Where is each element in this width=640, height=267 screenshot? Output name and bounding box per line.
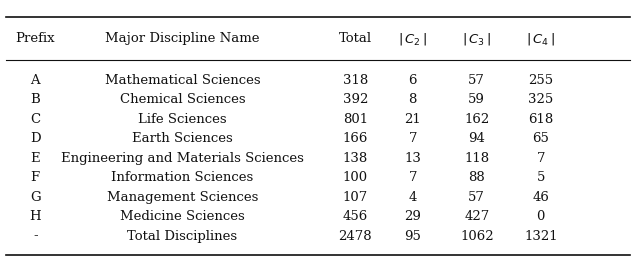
Text: 801: 801 <box>342 113 368 125</box>
Text: 1062: 1062 <box>460 230 493 242</box>
Text: A: A <box>30 74 40 87</box>
Text: 392: 392 <box>342 93 368 106</box>
Text: 13: 13 <box>404 152 421 164</box>
Text: 618: 618 <box>528 113 554 125</box>
Text: F: F <box>31 171 40 184</box>
Text: 1321: 1321 <box>524 230 557 242</box>
Text: C: C <box>30 113 40 125</box>
Text: G: G <box>30 191 40 203</box>
Text: Life Sciences: Life Sciences <box>138 113 227 125</box>
Text: $| \, C_4 \, |$: $| \, C_4 \, |$ <box>526 31 556 47</box>
Text: 255: 255 <box>528 74 554 87</box>
Text: 5: 5 <box>536 171 545 184</box>
Text: 95: 95 <box>404 230 421 242</box>
Text: Total Disciplines: Total Disciplines <box>127 230 237 242</box>
Text: Mathematical Sciences: Mathematical Sciences <box>104 74 260 87</box>
Text: 21: 21 <box>404 113 421 125</box>
Text: E: E <box>30 152 40 164</box>
Text: 57: 57 <box>468 191 485 203</box>
Text: Medicine Sciences: Medicine Sciences <box>120 210 244 223</box>
Text: Chemical Sciences: Chemical Sciences <box>120 93 245 106</box>
Text: -: - <box>33 230 38 242</box>
Text: Earth Sciences: Earth Sciences <box>132 132 233 145</box>
Text: 325: 325 <box>528 93 554 106</box>
Text: 59: 59 <box>468 93 485 106</box>
Text: Total: Total <box>339 32 372 45</box>
Text: $| \, C_2 \, |$: $| \, C_2 \, |$ <box>398 31 428 47</box>
Text: Engineering and Materials Sciences: Engineering and Materials Sciences <box>61 152 304 164</box>
Text: D: D <box>30 132 40 145</box>
Text: 7: 7 <box>408 171 417 184</box>
Text: 162: 162 <box>464 113 490 125</box>
Text: 0: 0 <box>536 210 545 223</box>
Text: 6: 6 <box>408 74 417 87</box>
Text: 100: 100 <box>342 171 368 184</box>
Text: 94: 94 <box>468 132 485 145</box>
Text: Information Sciences: Information Sciences <box>111 171 253 184</box>
Text: 118: 118 <box>464 152 490 164</box>
Text: H: H <box>29 210 41 223</box>
Text: 318: 318 <box>342 74 368 87</box>
Text: 88: 88 <box>468 171 485 184</box>
Text: 138: 138 <box>342 152 368 164</box>
Text: 2478: 2478 <box>339 230 372 242</box>
Text: 46: 46 <box>532 191 549 203</box>
Text: 107: 107 <box>342 191 368 203</box>
Text: 166: 166 <box>342 132 368 145</box>
Text: 4: 4 <box>408 191 417 203</box>
Text: 7: 7 <box>536 152 545 164</box>
Text: Management Sciences: Management Sciences <box>107 191 258 203</box>
Text: 427: 427 <box>464 210 490 223</box>
Text: B: B <box>30 93 40 106</box>
Text: 456: 456 <box>342 210 368 223</box>
Text: 7: 7 <box>408 132 417 145</box>
Text: 8: 8 <box>408 93 417 106</box>
Text: 65: 65 <box>532 132 549 145</box>
Text: 29: 29 <box>404 210 421 223</box>
Text: Major Discipline Name: Major Discipline Name <box>105 32 260 45</box>
Text: 57: 57 <box>468 74 485 87</box>
Text: $| \, C_3 \, |$: $| \, C_3 \, |$ <box>462 31 492 47</box>
Text: Prefix: Prefix <box>15 32 55 45</box>
